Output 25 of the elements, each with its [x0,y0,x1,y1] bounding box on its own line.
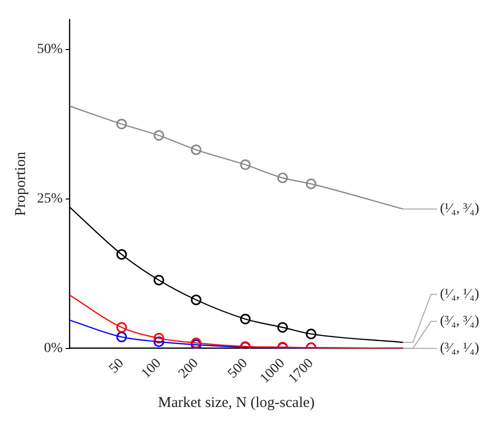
y-tick-label: 0% [44,340,63,356]
point [306,178,316,190]
point [190,144,202,156]
point [116,249,127,260]
point [190,294,202,306]
point [306,328,316,340]
x-tick-label: 100 [138,356,164,382]
x-tick-label: 200 [176,356,202,382]
point [154,332,164,344]
y-axis-title: Proportion [12,151,29,216]
x-axis-title: Market size, N (log-scale) [158,394,315,411]
point [116,118,127,130]
text: (¹⁄₄, ³⁄₄) [440,202,480,217]
point [116,332,127,342]
point [154,274,164,286]
point [116,322,127,333]
point [154,130,164,141]
x-tick-label: 500 [225,356,251,382]
text: (³⁄₄, ¹⁄₄) [440,340,480,356]
x-tick-label: 50 [106,356,128,377]
y-tick-label: 50% [36,42,63,57]
text: (³⁄₄, ³⁄₄) [440,314,480,329]
point [154,336,164,348]
text: (¹⁄₄, ¹⁄₄) [440,286,480,302]
y-tick-label: 25% [36,191,63,206]
